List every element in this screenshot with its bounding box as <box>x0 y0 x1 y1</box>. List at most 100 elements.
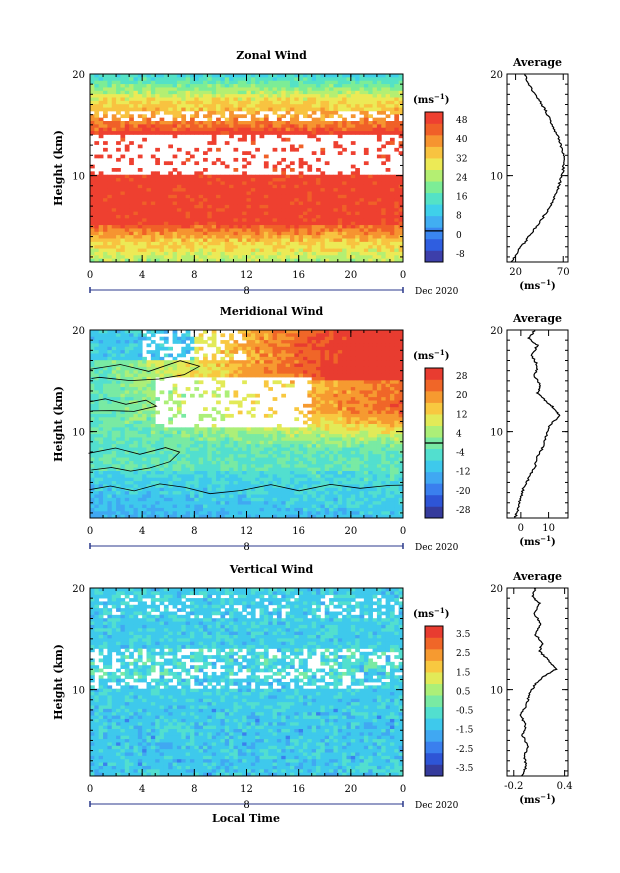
heatmap-cell <box>111 343 117 348</box>
heatmap-cell <box>137 94 143 98</box>
heatmap-cell <box>163 201 169 206</box>
heatmap-cell <box>137 124 143 129</box>
heatmap-cell <box>259 340 265 344</box>
heatmap-cell <box>329 407 334 411</box>
heatmap-cell <box>194 211 200 216</box>
heatmap-cell <box>320 208 326 213</box>
heatmap-cell <box>337 255 343 260</box>
heatmap-cell <box>259 194 265 199</box>
heatmap-cell <box>176 201 182 206</box>
heatmap-cell <box>285 373 291 378</box>
heatmap-cell <box>324 74 330 78</box>
heatmap-cell <box>363 90 369 95</box>
heatmap-cell <box>320 231 326 236</box>
heatmap-cell <box>285 181 291 186</box>
heatmap-cell <box>394 245 400 249</box>
heatmap-cell <box>255 245 260 249</box>
heatmap-cell <box>90 117 95 122</box>
heatmap-cell <box>263 255 269 260</box>
heatmap-cell <box>211 235 217 239</box>
heatmap-cell <box>329 184 334 189</box>
heatmap-cell <box>324 174 330 179</box>
heatmap-cell <box>324 258 330 263</box>
heatmap-cell <box>333 100 339 105</box>
heatmap-cell <box>320 346 326 351</box>
heatmap-cell <box>211 127 217 132</box>
heatmap-cell <box>394 100 400 105</box>
heatmap-cell <box>250 235 256 239</box>
heatmap-cell <box>294 238 300 243</box>
heatmap-cell <box>124 231 130 236</box>
heatmap-cell <box>176 97 182 102</box>
heatmap-cell <box>333 343 339 348</box>
heatmap-cell <box>198 104 204 108</box>
heatmap-cell <box>250 238 256 243</box>
heatmap-cell <box>207 211 213 216</box>
heatmap-cell <box>368 390 373 395</box>
heatmap-cell <box>107 74 113 78</box>
heatmap-cell <box>233 248 239 253</box>
heatmap-cell <box>363 245 369 249</box>
heatmap-cell <box>133 370 139 375</box>
heatmap-cell <box>372 127 378 132</box>
heatmap-cell <box>346 390 352 395</box>
heatmap-cell <box>281 168 287 172</box>
heatmap-cell <box>337 114 343 119</box>
heatmap-cell <box>216 184 221 189</box>
heatmap-cell <box>303 131 308 135</box>
heatmap-cell <box>389 137 395 142</box>
heatmap-cell <box>107 84 113 88</box>
heatmap-cell <box>272 248 278 253</box>
heatmap-cell <box>242 373 247 378</box>
heatmap-cell <box>376 373 382 378</box>
heatmap-cell <box>329 366 334 371</box>
heatmap-cell <box>181 231 187 236</box>
heatmap-cell <box>346 97 352 102</box>
heatmap-cell <box>129 80 134 85</box>
heatmap-cell <box>189 221 195 226</box>
heatmap-cell <box>398 184 404 189</box>
heatmap-cell <box>333 84 339 88</box>
heatmap-cell <box>90 258 95 263</box>
heatmap-cell <box>116 194 121 199</box>
heatmap-cell <box>207 100 213 105</box>
heatmap-cell <box>124 424 130 428</box>
heatmap-cell <box>355 373 360 378</box>
heatmap-cell <box>324 84 330 88</box>
heatmap-cell <box>359 191 365 196</box>
heatmap-cell <box>176 251 182 256</box>
heatmap-cell <box>355 387 360 391</box>
heatmap-cell <box>155 198 160 202</box>
heatmap-cell <box>220 90 226 95</box>
heatmap-cell <box>281 178 287 182</box>
heatmap-cell <box>359 255 365 260</box>
heatmap-cell <box>159 390 165 395</box>
heatmap-cell <box>307 245 313 249</box>
heatmap-cell <box>103 258 108 263</box>
heatmap-cell <box>90 87 95 92</box>
heatmap-cell <box>307 97 313 102</box>
colorbar-swatch <box>425 227 443 240</box>
heatmap-cell <box>211 390 217 395</box>
heatmap-cell <box>224 346 230 351</box>
heatmap-cell <box>346 343 352 348</box>
heatmap-cell <box>155 90 160 95</box>
heatmap-cell <box>155 174 160 179</box>
heatmap-cell <box>116 117 121 122</box>
heatmap-cell <box>220 370 226 375</box>
heatmap-cell <box>372 124 378 129</box>
heatmap-cell <box>368 74 373 78</box>
heatmap-cell <box>376 235 382 239</box>
heatmap-cell <box>359 87 365 92</box>
heatmap-cell <box>350 107 356 112</box>
heatmap-cell <box>246 84 252 88</box>
heatmap-cell <box>159 427 165 432</box>
heatmap-cell <box>198 366 204 371</box>
heatmap-cell <box>381 198 387 202</box>
heatmap-cell <box>150 397 156 401</box>
heatmap-cell <box>289 383 295 388</box>
heatmap-cell <box>337 171 343 176</box>
heatmap-cell <box>168 174 173 179</box>
heatmap-cell <box>385 417 391 422</box>
heatmap-cell <box>329 393 334 398</box>
